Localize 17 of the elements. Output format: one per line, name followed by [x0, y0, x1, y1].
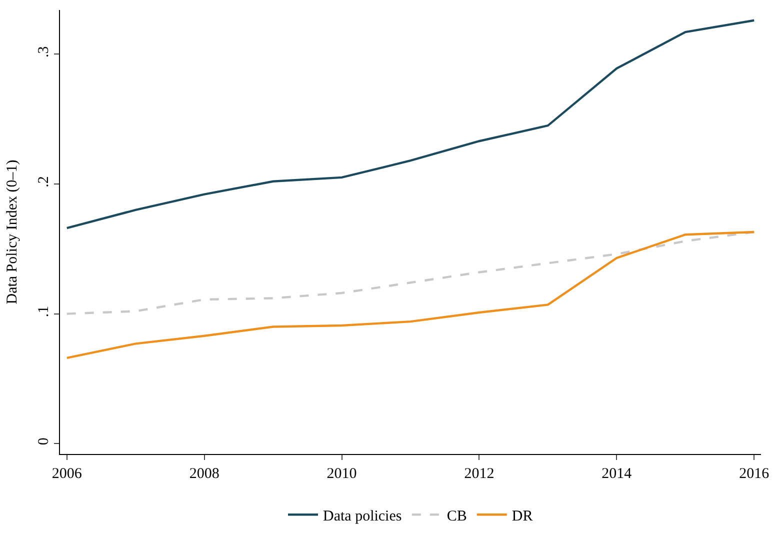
legend-label: Data policies — [323, 508, 402, 524]
x-tick-label: 2010 — [326, 466, 357, 482]
y-axis-title: Data Policy Index (0–1) — [4, 160, 20, 304]
x-tick-label: 2012 — [464, 466, 494, 482]
y-tick-label: 0 — [36, 438, 52, 446]
legend-label: DR — [512, 508, 533, 524]
y-tick-label: .2 — [36, 176, 52, 188]
line-series — [66, 230, 756, 315]
x-tick-label: 2006 — [52, 466, 82, 482]
line-series — [66, 19, 756, 230]
x-tick-label: 2016 — [739, 466, 770, 482]
x-tick-label: 2014 — [602, 466, 632, 482]
line-series — [66, 230, 756, 360]
y-tick-label: .1 — [36, 306, 52, 318]
y-tick-label: .3 — [36, 46, 52, 58]
legend-label: CB — [446, 508, 467, 524]
x-tick-label: 2008 — [189, 466, 220, 482]
